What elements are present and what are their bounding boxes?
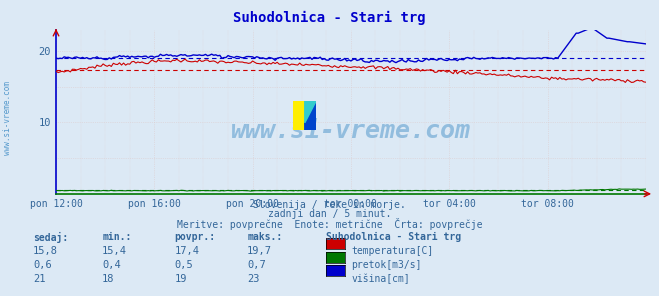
Text: višina[cm]: višina[cm]: [351, 274, 410, 284]
Text: sedaj:: sedaj:: [33, 232, 68, 243]
Text: 19,7: 19,7: [247, 246, 272, 256]
Text: pretok[m3/s]: pretok[m3/s]: [351, 260, 422, 270]
Text: povpr.:: povpr.:: [175, 232, 215, 242]
Text: 0,4: 0,4: [102, 260, 121, 270]
Text: temperatura[C]: temperatura[C]: [351, 246, 434, 256]
Text: min.:: min.:: [102, 232, 132, 242]
Text: www.si-vreme.com: www.si-vreme.com: [3, 81, 13, 155]
Text: 18: 18: [102, 274, 115, 284]
Text: 17,4: 17,4: [175, 246, 200, 256]
Text: 0,7: 0,7: [247, 260, 266, 270]
Text: Suhodolnica - Stari trg: Suhodolnica - Stari trg: [233, 10, 426, 25]
Text: maks.:: maks.:: [247, 232, 282, 242]
Text: 0,5: 0,5: [175, 260, 193, 270]
Text: Slovenija / reke in morje.: Slovenija / reke in morje.: [253, 200, 406, 210]
Text: 15,8: 15,8: [33, 246, 58, 256]
Text: Meritve: povprečne  Enote: metrične  Črta: povprečje: Meritve: povprečne Enote: metrične Črta:…: [177, 218, 482, 230]
Polygon shape: [304, 101, 316, 123]
Text: www.si-vreme.com: www.si-vreme.com: [231, 120, 471, 144]
Text: 15,4: 15,4: [102, 246, 127, 256]
Text: zadnji dan / 5 minut.: zadnji dan / 5 minut.: [268, 209, 391, 219]
Polygon shape: [293, 101, 304, 130]
Text: Suhodolnica - Stari trg: Suhodolnica - Stari trg: [326, 232, 461, 242]
Text: 23: 23: [247, 274, 260, 284]
Text: 19: 19: [175, 274, 187, 284]
Polygon shape: [304, 101, 316, 130]
Text: 0,6: 0,6: [33, 260, 51, 270]
Text: 21: 21: [33, 274, 45, 284]
